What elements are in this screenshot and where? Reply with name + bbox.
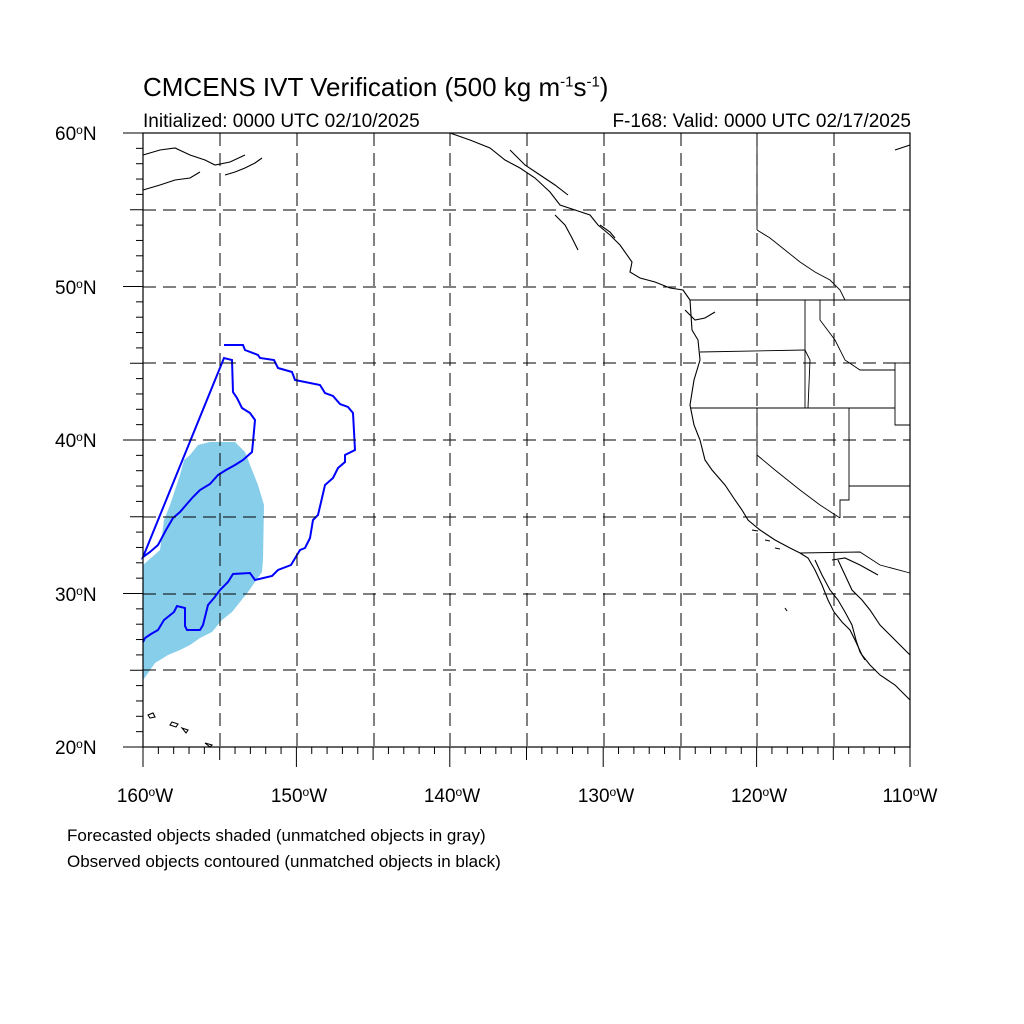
observed-object-contour (140, 344, 357, 643)
forecast-object (143, 442, 264, 680)
lat-label-50: 50oN (55, 277, 97, 299)
lon-label-110: 110oW (882, 785, 938, 807)
initialized-time: Initialized: 0000 UTC 02/10/2025 (143, 111, 420, 132)
grid-lines (143, 133, 910, 747)
footnote-observed: Observed objects contoured (unmatched ob… (67, 852, 501, 871)
lon-label-160: 160oW (116, 785, 174, 807)
lon-label-150: 150oW (270, 785, 328, 807)
political-borders (690, 133, 911, 574)
lat-label-30: 30oN (55, 584, 97, 606)
lat-label-40: 40oN (55, 430, 97, 452)
lat-label-60: 60oN (55, 123, 97, 145)
plot-title: CMCENS IVT Verification (500 kg m-1s-1) (143, 72, 609, 102)
lon-label-120: 120oW (730, 785, 788, 807)
axis-ticks (123, 132, 911, 767)
lat-label-20: 20oN (55, 737, 97, 759)
lon-label-130: 130oW (577, 785, 635, 807)
coastlines (142, 132, 911, 748)
footnote-forecast: Forecasted objects shaded (unmatched obj… (67, 826, 486, 845)
valid-time: F-168: Valid: 0000 UTC 02/17/2025 (612, 111, 911, 132)
lon-label-140: 140oW (423, 785, 481, 807)
